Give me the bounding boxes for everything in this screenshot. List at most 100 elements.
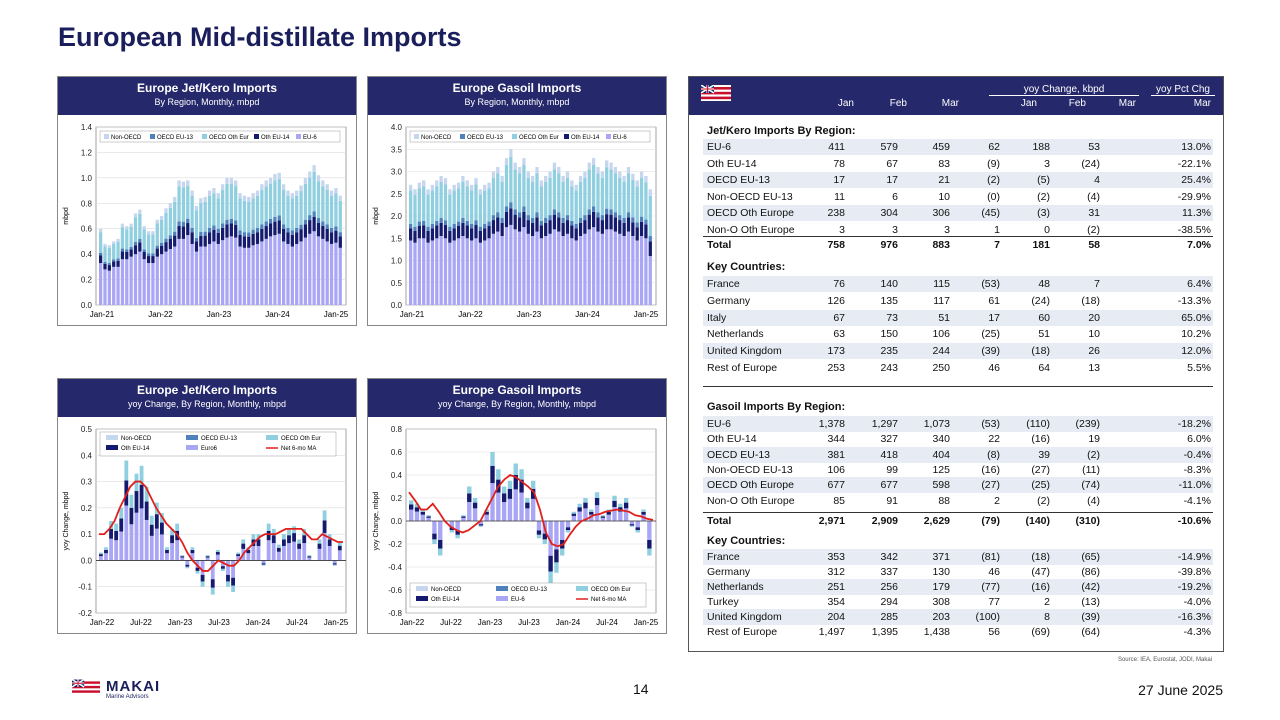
bar-segment xyxy=(574,190,578,224)
bar-segment xyxy=(472,508,478,521)
bar-segment xyxy=(205,557,210,561)
bar-segment xyxy=(478,226,482,231)
row-label: Non-O Oth Europe xyxy=(707,223,795,236)
legend-swatch xyxy=(186,445,198,450)
bar-segment xyxy=(160,534,164,561)
bar-segment xyxy=(496,173,500,213)
bar-segment xyxy=(596,217,600,232)
bar-segment xyxy=(648,236,652,242)
x-tick-label: Jan-23 xyxy=(478,618,503,627)
jet-section-title: Jet/Kero Imports By Region: xyxy=(707,125,856,137)
cell-value: (18) xyxy=(1031,551,1050,563)
bar-segment xyxy=(234,180,238,187)
x-tick-label: Jan-23 xyxy=(168,618,193,627)
bar-segment xyxy=(536,534,542,539)
bar-segment xyxy=(129,246,133,250)
legend-label: Net 6-mo MA xyxy=(281,446,316,452)
bar-segment xyxy=(338,236,342,248)
bar-segment xyxy=(303,237,308,305)
cell-value: 188 xyxy=(1032,141,1050,153)
bar-segment xyxy=(409,500,414,505)
row-label: Rest of Europe xyxy=(707,362,778,374)
cell-value: 883 xyxy=(932,239,950,251)
bar-segment xyxy=(461,218,465,223)
bar-segment xyxy=(142,249,146,252)
bar-segment xyxy=(246,549,251,554)
bar-segment xyxy=(456,221,461,227)
cell-value: 13.0% xyxy=(1181,141,1211,153)
bar-segment xyxy=(490,483,495,521)
bar-segment xyxy=(501,493,507,503)
bar-segment xyxy=(552,214,557,230)
x-tick-label: Jul-22 xyxy=(440,618,462,627)
bar-segment xyxy=(307,557,312,561)
bar-segment xyxy=(194,241,199,252)
cell-value: 2,909 xyxy=(871,515,898,527)
bar-segment xyxy=(312,216,316,232)
bar-segment xyxy=(409,190,413,224)
bar-segment xyxy=(264,180,268,187)
bar-segment xyxy=(583,502,588,509)
cell-value: (24) xyxy=(1031,294,1050,307)
bar-segment xyxy=(277,215,281,221)
jet-yoy-panel: Europe Jet/Kero Imports yoy Change, By R… xyxy=(57,378,357,634)
bar-segment xyxy=(99,252,103,256)
legend-swatch xyxy=(416,586,428,591)
legend-swatch xyxy=(202,134,207,139)
bar-segment xyxy=(238,246,242,305)
row-label: Germany xyxy=(707,294,751,307)
bar-segment xyxy=(583,498,588,503)
bar-segment xyxy=(129,256,133,305)
cell-value: 250 xyxy=(932,362,950,374)
bar-segment xyxy=(639,216,644,222)
cell-value: 3 xyxy=(839,223,845,236)
bar-segment xyxy=(190,195,194,228)
bar-segment xyxy=(295,227,299,233)
chart-subtitle: By Region, Monthly, mbpd xyxy=(154,97,260,107)
bar-segment xyxy=(577,511,582,521)
bar-segment xyxy=(417,238,421,305)
bar-segment xyxy=(107,247,111,264)
bar-segment xyxy=(435,186,439,221)
bar-segment xyxy=(548,233,552,305)
bar-segment xyxy=(261,563,266,565)
chart-title: Europe Jet/Kero Imports xyxy=(136,383,278,397)
bar-segment xyxy=(631,236,635,305)
bar-segment xyxy=(234,237,238,305)
bar-segment xyxy=(500,236,504,305)
bar-segment xyxy=(539,238,543,305)
bar-segment xyxy=(557,231,561,305)
x-tick-label: Jan-23 xyxy=(207,310,232,319)
bar-segment xyxy=(570,225,574,239)
bar-segment xyxy=(251,229,255,234)
cell-value: 5.5% xyxy=(1187,362,1211,374)
bar-segment xyxy=(205,556,210,558)
bar-segment xyxy=(297,539,302,544)
cell-value: 253 xyxy=(827,362,845,374)
total-row: Total 2,971 2,909 2,629 (79) (140) (310) -10.6% xyxy=(703,512,1213,528)
cell-value: 1,395 xyxy=(871,626,898,638)
bar-segment xyxy=(194,251,199,305)
bar-segment xyxy=(517,167,522,174)
bar-segment xyxy=(583,220,587,234)
bar-segment xyxy=(631,179,635,218)
bar-segment xyxy=(264,226,268,239)
bar-segment xyxy=(334,193,338,227)
cell-value: (2) xyxy=(1087,448,1100,461)
cell-value: 64 xyxy=(1038,362,1050,374)
bar-segment xyxy=(186,185,190,219)
bar-segment xyxy=(119,507,124,519)
bar-segment xyxy=(483,190,487,224)
cell-value: 22 xyxy=(988,433,1000,446)
bar-segment xyxy=(268,236,273,305)
bar-segment xyxy=(155,245,159,249)
x-tick-label: Jul-24 xyxy=(286,618,308,627)
bar-segment xyxy=(144,486,149,502)
bar-segment xyxy=(133,217,138,242)
bar-segment xyxy=(483,223,487,229)
chart-header: Europe Jet/Kero Imports By Region, Month… xyxy=(58,77,356,115)
bar-segment xyxy=(337,545,342,551)
cell-value: 4 xyxy=(1094,174,1100,186)
bar-segment xyxy=(577,503,582,508)
bar-segment xyxy=(316,236,321,305)
